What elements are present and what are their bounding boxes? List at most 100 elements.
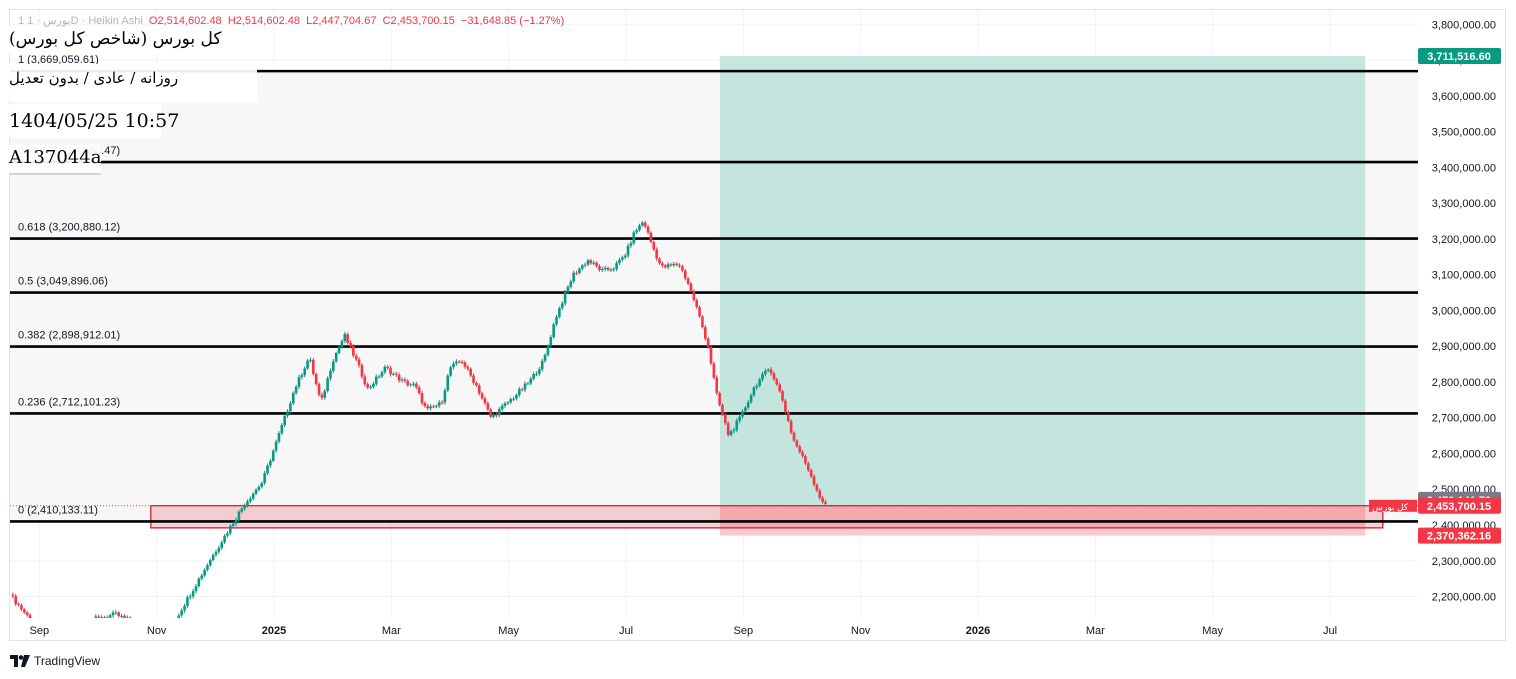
legend-close: C2,453,700.15 [382, 15, 455, 27]
candle-body [515, 394, 518, 399]
candle-body [429, 406, 432, 409]
candle-body [214, 551, 218, 555]
candle-body [801, 452, 804, 456]
candle-body [818, 490, 822, 498]
candle-body [775, 379, 779, 385]
candle-body [386, 366, 389, 369]
candle-body [77, 633, 80, 634]
tradingview-label: TradingView [34, 654, 101, 668]
candle-body [311, 359, 315, 374]
fib-label-0.618: 0.618 (3,200,880.12) [18, 222, 120, 234]
candle-body [709, 347, 713, 364]
candle-body [360, 365, 364, 377]
candle-body [480, 393, 484, 399]
candle-body [243, 505, 246, 509]
candle-body [234, 519, 238, 524]
candle-body [543, 355, 547, 361]
x-tick-label: Nov [147, 625, 167, 637]
candle-body [280, 425, 284, 434]
candle-body [792, 432, 796, 441]
candle-body [294, 386, 298, 393]
candle-body [815, 484, 819, 491]
candle-body [475, 382, 478, 386]
candle-body [323, 390, 327, 398]
candle-body [540, 360, 544, 370]
candle-body [546, 345, 550, 356]
candle-body [135, 623, 138, 624]
candle-body [812, 476, 816, 485]
candle-body [426, 405, 430, 409]
candle-body [266, 465, 269, 474]
candle-body [460, 361, 464, 363]
candle-body [643, 222, 647, 227]
candle-body [686, 278, 690, 284]
candle-body [217, 547, 221, 552]
candle-body [169, 625, 172, 626]
candle-body [320, 394, 324, 398]
fib-label-0.5: 0.5 (3,049,896.06) [18, 276, 108, 288]
candle-body [126, 617, 129, 618]
candle-body [277, 433, 281, 442]
candle-body [291, 392, 295, 404]
candle-body [575, 272, 578, 274]
candle-body [503, 403, 507, 406]
candle-body [663, 265, 667, 268]
tradingview-logo[interactable]: TradingView [10, 654, 100, 668]
legend-symbol: 1 بورس [18, 15, 71, 27]
candle-body [392, 373, 395, 375]
candle-body [769, 369, 773, 374]
candle-body [260, 482, 264, 487]
candle-body [208, 560, 212, 566]
x-axis: Sep Nov 2025 Mar May Jul Sep Nov 2026 Mar May Jul [30, 625, 1337, 637]
legend-style: Heikin Ashi [88, 15, 143, 27]
candle-body [589, 260, 593, 264]
candle-body [140, 624, 143, 628]
info-subtitle: روزانه / عادی / بدون تعدیل [9, 64, 257, 102]
candle-body [692, 290, 696, 301]
candle-body [103, 617, 106, 618]
candle-body [306, 360, 309, 369]
candle-body [669, 264, 673, 266]
candle-body [715, 377, 719, 393]
candle-body [409, 384, 412, 386]
candle-body [377, 376, 381, 378]
candle-body [695, 300, 699, 308]
y-axis: 3,800,000.003,700,000.003,600,000.003,50… [1418, 19, 1501, 604]
candle-body [14, 596, 18, 604]
last-price-badge: 2,453,700.15 [1427, 501, 1491, 513]
candle-body [326, 378, 329, 391]
candle-body [698, 307, 701, 317]
candle-body [175, 620, 178, 624]
candle-body [795, 440, 799, 447]
candle-body [592, 262, 596, 264]
candle-body [652, 241, 656, 250]
candle-body [520, 389, 524, 391]
candle-body [598, 266, 601, 270]
candle-body [755, 385, 759, 388]
candle-body [303, 368, 307, 376]
candle-body [257, 486, 261, 490]
candle-body [477, 385, 481, 394]
candle-body [655, 249, 658, 259]
x-tick-label: Jul [619, 625, 633, 637]
candle-body [286, 411, 289, 416]
candle-body [186, 597, 189, 606]
plot-area: 1 (3,669,059.61)0.786 (3,414,960.47)0.61… [10, 54, 1418, 634]
candle-body [271, 450, 275, 461]
y-tick-label: 3,300,000.00 [1432, 198, 1496, 210]
legend-change: −31,648.85 (−1.27%) [460, 15, 565, 27]
candle-body [417, 387, 421, 394]
candle-body [518, 389, 521, 395]
target-price-badge-bg [1418, 47, 1501, 64]
candle-body [683, 270, 687, 279]
candle-body [49, 629, 52, 631]
candle-body [105, 617, 109, 618]
candle-body [569, 281, 573, 287]
candle-body [689, 283, 693, 291]
candle-body [23, 609, 26, 613]
candle-body [435, 405, 438, 407]
candle-body [263, 473, 266, 483]
candle-body [712, 363, 716, 378]
candle-body [83, 626, 86, 629]
